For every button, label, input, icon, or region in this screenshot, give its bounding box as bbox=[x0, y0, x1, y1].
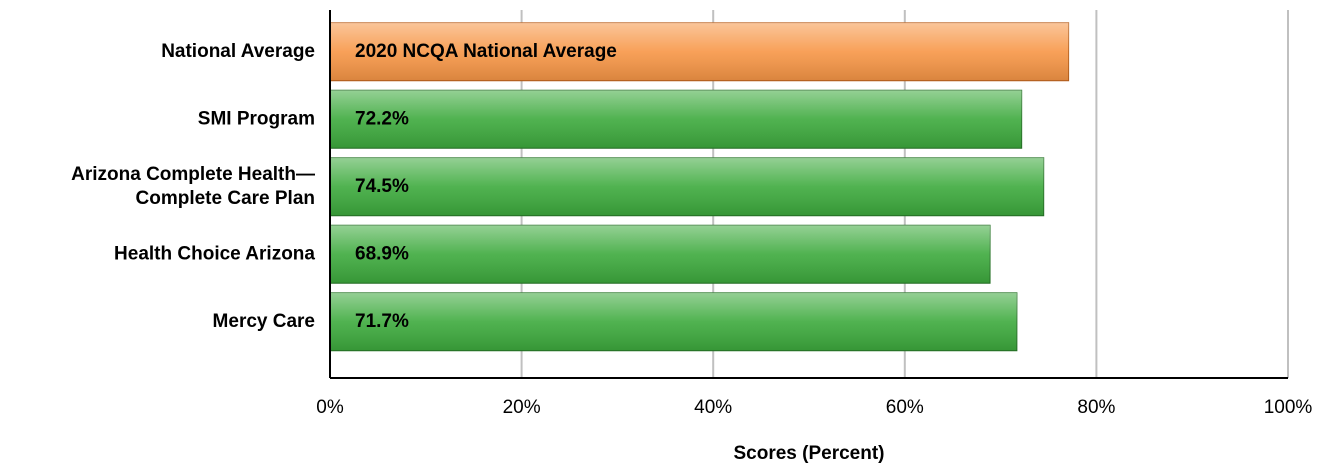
x-tick-label: 100% bbox=[1264, 397, 1313, 418]
y-tick-label: National Average bbox=[161, 41, 315, 62]
bar-shine bbox=[330, 90, 1022, 149]
x-tick-label: 60% bbox=[886, 397, 924, 418]
data-label: 72.2% bbox=[355, 108, 409, 129]
bar-shine bbox=[330, 292, 1017, 351]
y-tick-label: Mercy Care bbox=[213, 311, 315, 332]
x-tick-label: 0% bbox=[316, 397, 344, 418]
data-label: 2020 NCQA National Average bbox=[355, 41, 617, 62]
bar-shine bbox=[330, 225, 991, 284]
y-tick-label: Arizona Complete Health— Complete Care Pl… bbox=[71, 164, 315, 209]
y-tick-label: SMI Program bbox=[198, 108, 315, 129]
data-label: 74.5% bbox=[355, 176, 409, 197]
data-label: 71.7% bbox=[355, 311, 409, 332]
bar-shine bbox=[330, 157, 1044, 216]
x-axis-title: Scores (Percent) bbox=[733, 443, 884, 464]
x-tick-label: 40% bbox=[694, 397, 732, 418]
x-tick-label: 80% bbox=[1077, 397, 1115, 418]
x-tick-label: 20% bbox=[503, 397, 541, 418]
data-label: 68.9% bbox=[355, 243, 409, 264]
y-tick-label: Health Choice Arizona bbox=[114, 243, 315, 264]
bar-shine bbox=[330, 22, 1069, 81]
